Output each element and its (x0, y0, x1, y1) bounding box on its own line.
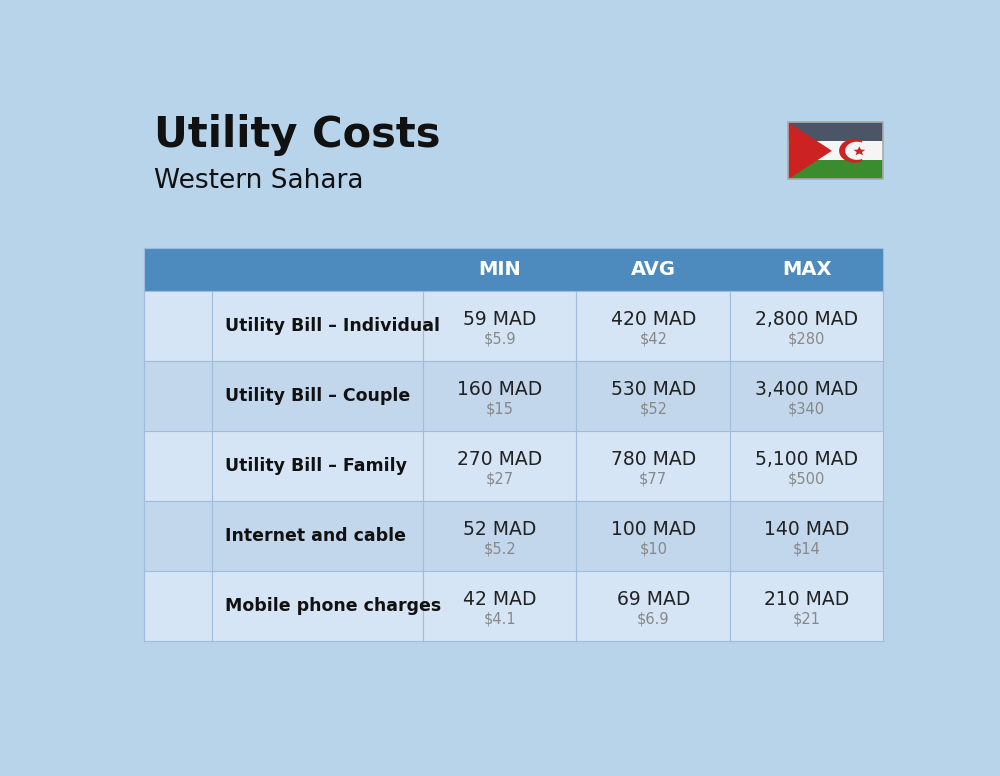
Bar (788, 123, 883, 179)
Text: Utility Bill – Individual: Utility Bill – Individual (225, 317, 440, 335)
Text: 780 MAD: 780 MAD (611, 450, 696, 469)
Text: 270 MAD: 270 MAD (457, 450, 542, 469)
Bar (788, 160, 883, 179)
Text: 100 MAD: 100 MAD (611, 520, 696, 539)
Text: Utility Bill – Family: Utility Bill – Family (225, 457, 407, 475)
Text: $14: $14 (793, 542, 820, 556)
Text: 210 MAD: 210 MAD (764, 590, 849, 608)
Text: 2,800 MAD: 2,800 MAD (755, 310, 858, 329)
Text: $77: $77 (639, 471, 667, 487)
Text: $52: $52 (639, 401, 667, 417)
Text: $500: $500 (788, 471, 825, 487)
Text: Utility Bill – Couple: Utility Bill – Couple (225, 387, 410, 405)
Text: AVG: AVG (631, 261, 676, 279)
Bar (788, 141, 883, 160)
Text: 5,100 MAD: 5,100 MAD (755, 450, 858, 469)
Text: $5.2: $5.2 (483, 542, 516, 556)
Text: $15: $15 (486, 401, 514, 417)
Text: $5.9: $5.9 (483, 331, 516, 347)
Text: $27: $27 (486, 471, 514, 487)
Text: 420 MAD: 420 MAD (611, 310, 696, 329)
Bar (144, 431, 883, 501)
Text: 530 MAD: 530 MAD (611, 380, 696, 399)
Text: $10: $10 (639, 542, 667, 556)
Text: 42 MAD: 42 MAD (463, 590, 536, 608)
Text: Utility Costs: Utility Costs (154, 114, 441, 156)
Polygon shape (839, 139, 862, 163)
Text: 69 MAD: 69 MAD (617, 590, 690, 608)
Text: Internet and cable: Internet and cable (225, 527, 406, 546)
Text: 3,400 MAD: 3,400 MAD (755, 380, 858, 399)
Bar (788, 123, 883, 141)
Text: MAX: MAX (782, 261, 831, 279)
Bar (144, 362, 883, 431)
Text: $340: $340 (788, 401, 825, 417)
Bar (144, 292, 883, 362)
Text: Western Sahara: Western Sahara (154, 168, 364, 194)
Polygon shape (853, 147, 865, 155)
Bar (144, 501, 883, 571)
Text: $4.1: $4.1 (483, 611, 516, 626)
Text: 160 MAD: 160 MAD (457, 380, 542, 399)
Text: 52 MAD: 52 MAD (463, 520, 536, 539)
Text: $6.9: $6.9 (637, 611, 670, 626)
Bar (144, 571, 883, 641)
Text: 140 MAD: 140 MAD (764, 520, 849, 539)
Text: 59 MAD: 59 MAD (463, 310, 536, 329)
Polygon shape (788, 123, 832, 179)
Text: $280: $280 (788, 331, 825, 347)
Text: $21: $21 (793, 611, 821, 626)
Bar (144, 248, 883, 292)
Text: MIN: MIN (478, 261, 521, 279)
Text: Mobile phone charges: Mobile phone charges (225, 597, 441, 615)
Text: $42: $42 (639, 331, 667, 347)
